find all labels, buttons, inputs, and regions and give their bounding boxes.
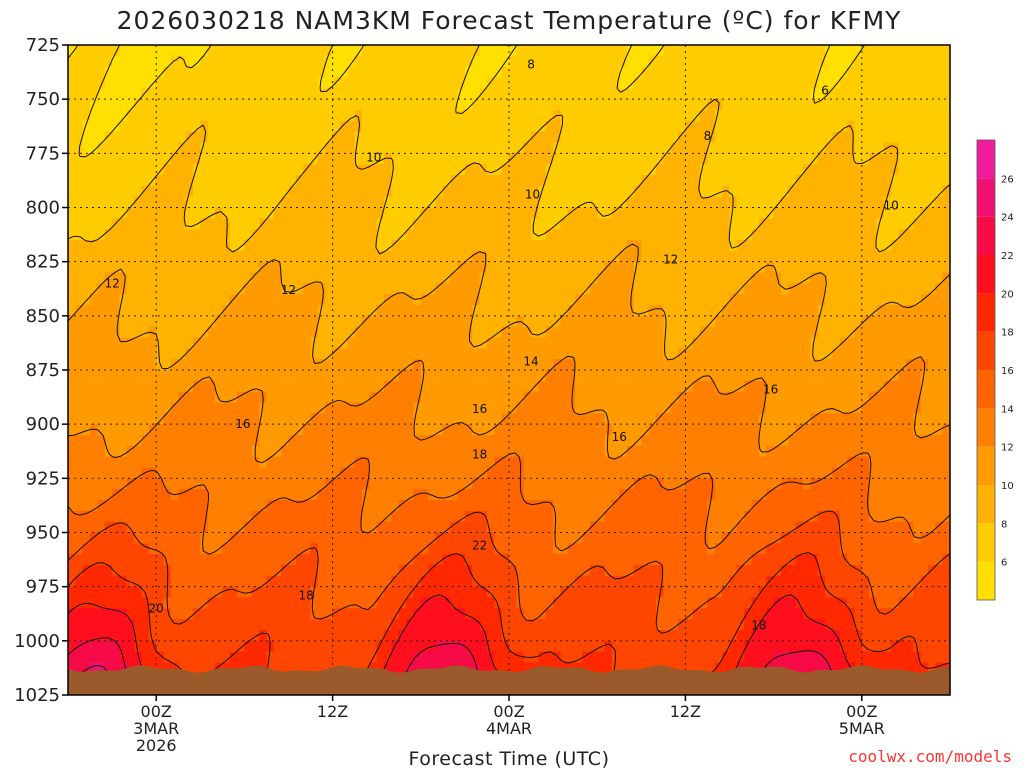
y-tick-label: 875: [26, 360, 60, 381]
x-tick-label: 5MAR: [839, 719, 885, 738]
colorbar-tick-label: 22: [1001, 251, 1014, 262]
contour-label: 20: [149, 601, 164, 615]
y-tick-label: 850: [26, 306, 60, 327]
x-tick-label: 00Z: [493, 702, 524, 721]
terrain-surface: [68, 665, 950, 695]
y-tick-label: 925: [26, 468, 60, 489]
y-tick-label: 825: [26, 252, 60, 273]
y-tick-label: 725: [26, 35, 60, 56]
colorbar-segment: [977, 370, 995, 409]
colorbar-segment: [977, 293, 995, 332]
contour-label: 18: [472, 448, 487, 462]
colorbar-segment: [977, 178, 995, 217]
colorbar-tick-label: 26: [1001, 174, 1014, 185]
contour-label: 8: [527, 58, 535, 72]
y-tick-label: 775: [26, 143, 60, 164]
contour-label: 12: [663, 253, 678, 267]
y-tick-label: 1025: [14, 685, 60, 706]
contour-label: 22: [472, 539, 487, 553]
colorbar-tick-label: 10: [1001, 481, 1014, 492]
gridlines: [68, 45, 950, 695]
colorbar-tick-label: 18: [1001, 328, 1014, 339]
colorbar-tick-label: 20: [1001, 289, 1014, 300]
x-tick-label: 12Z: [670, 702, 701, 721]
colorbar-segment: [977, 408, 995, 447]
colorbar-segment: [977, 255, 995, 294]
colorbar-segment: [977, 446, 995, 485]
x-tick-label: 4MAR: [486, 719, 532, 738]
contour-label: 14: [523, 354, 538, 368]
contour-label: 10: [884, 198, 899, 212]
y-tick-label: 1000: [14, 631, 60, 652]
source-credit: coolwx.com/models: [848, 747, 1012, 766]
colorbar-tick-label: 6: [1001, 558, 1007, 569]
colorbar-segment: [977, 523, 995, 562]
contour-line-16: [68, 510, 950, 634]
contour-label: 10: [525, 188, 540, 202]
contour-label: 6: [821, 84, 829, 98]
y-axis: 725 750 775 800 825 850 875 900 925 950 975 1000 102…: [14, 35, 68, 706]
colorbar-segment: [977, 216, 995, 255]
colorbar-segment: [977, 140, 995, 179]
contour-label: 12: [281, 283, 296, 297]
contour-label: 16: [763, 383, 778, 397]
colorbar-tick-label: 12: [1001, 443, 1014, 454]
y-tick-label: 900: [26, 414, 60, 435]
contour-label: 18: [751, 619, 766, 633]
contour-line-12: [68, 355, 950, 464]
x-axis-label: Forecast Time (UTC): [409, 748, 610, 768]
colorbar-segment: [977, 331, 995, 370]
y-tick-label: 950: [26, 523, 60, 544]
colorbar-segment: [977, 561, 995, 600]
x-tick-label: 00Z: [846, 702, 877, 721]
contour-line-14: [68, 452, 950, 555]
contour-label: 10: [366, 151, 381, 165]
contour-label: 16: [612, 430, 627, 444]
colorbar-tick-label: 8: [1001, 519, 1007, 530]
x-tick-label: 12Z: [317, 702, 348, 721]
x-tick-label: 3MAR: [133, 719, 179, 738]
y-tick-label: 975: [26, 577, 60, 598]
contour-line-8: [68, 98, 950, 255]
contour-label: 8: [704, 129, 712, 143]
colorbar-tick-label: 14: [1001, 404, 1014, 415]
y-tick-label: 750: [26, 89, 60, 110]
contour-line-10: [68, 243, 950, 369]
contour-line-6: [68, 45, 865, 158]
chart-title: 2026030218 NAM3KM Forecast Temperature (…: [117, 6, 902, 35]
contour-label: 18: [298, 588, 313, 602]
colorbar-segment: [977, 485, 995, 524]
colorbar: 6 8 10 12 14 16 18 20 22 24 26: [976, 139, 1014, 601]
contour-label: 16: [235, 417, 250, 431]
x-tick-label: 2026: [136, 736, 177, 755]
contour-label: 12: [104, 276, 119, 290]
y-tick-label: 800: [26, 198, 60, 219]
colorbar-tick-label: 16: [1001, 366, 1014, 377]
x-tick-label: 00Z: [141, 702, 172, 721]
colorbar-tick-label: 24: [1001, 213, 1014, 224]
contour-label: 16: [472, 402, 487, 416]
